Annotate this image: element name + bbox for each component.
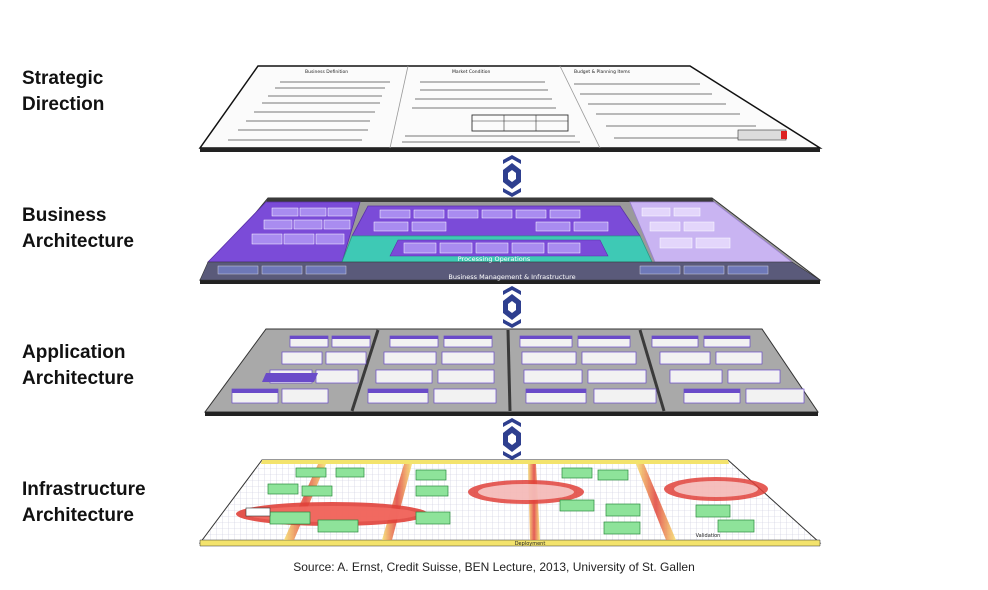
layer-label-application: Application Architecture xyxy=(22,342,134,389)
strategic-heading-2: Market Condition xyxy=(452,69,491,75)
connector-2 xyxy=(503,286,521,328)
strategic-heading-1: Business Definition xyxy=(305,69,348,75)
business-band-management: Business Management & Infrastructure xyxy=(448,273,575,281)
double-chevron-link-icon xyxy=(503,418,521,460)
layer-label-infrastructure: Infrastructure Architecture xyxy=(22,479,146,526)
application-plane xyxy=(204,328,819,416)
business-band-processing: Processing Operations xyxy=(458,255,531,263)
infrastructure-nodes xyxy=(267,467,755,535)
source-caption: Source: A. Ernst, Credit Suisse, BEN Lec… xyxy=(293,560,695,574)
infrastructure-band-deployment: Deployment xyxy=(515,541,546,547)
business-lilac-cells xyxy=(641,207,731,249)
strategic-heading-3: Budget & Planning Items xyxy=(574,69,631,75)
connector-1 xyxy=(503,155,521,197)
infrastructure-band-validation: Validation xyxy=(696,533,721,539)
connector-3 xyxy=(503,418,521,460)
business-purple-cells xyxy=(251,207,609,254)
application-component-headers xyxy=(232,336,750,393)
business-plane: Processing Operations Business Managemen… xyxy=(198,197,822,284)
business-bottom-cells xyxy=(217,265,769,275)
infrastructure-plane: Deployment Validation xyxy=(199,459,822,547)
application-dividers xyxy=(350,329,666,412)
double-chevron-link-icon xyxy=(503,155,521,197)
double-chevron-link-icon xyxy=(503,286,521,328)
layer-label-strategic: Strategic Direction xyxy=(22,68,105,115)
strategic-plane: Business Definition Market Condition Bud… xyxy=(198,65,823,152)
layer-label-business: Business Architecture xyxy=(22,205,134,252)
